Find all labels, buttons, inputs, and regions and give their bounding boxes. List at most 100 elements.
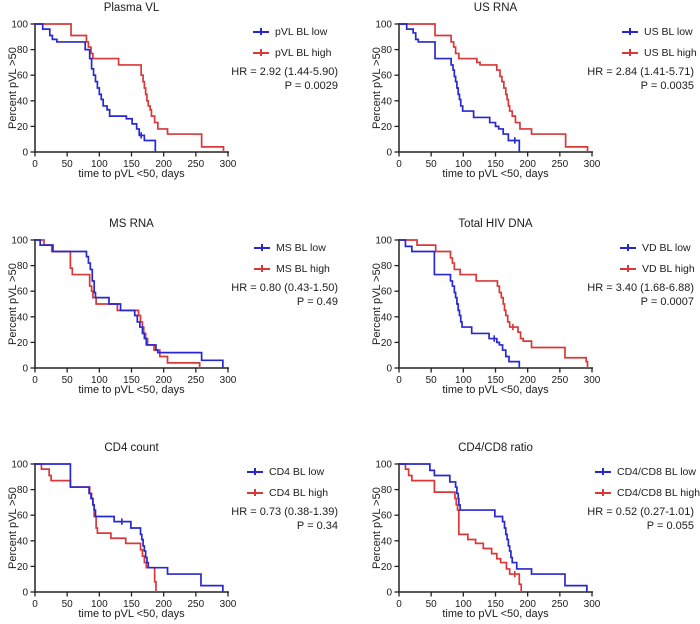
legend-item-low: CD4/CD8 BL low xyxy=(595,461,700,482)
x-tick-label: 0 xyxy=(32,159,38,170)
legend: VD BL low VD BL high xyxy=(620,237,695,279)
y-tick-label: 20 xyxy=(381,562,393,573)
x-tick-label: 50 xyxy=(426,159,438,170)
x-tick-label: 50 xyxy=(426,599,438,610)
y-tick-label: 80 xyxy=(17,261,29,272)
km-curve xyxy=(35,239,224,368)
legend-label: CD4/CD8 BL low xyxy=(617,465,696,478)
legend: MS BL low MS BL high xyxy=(254,237,330,279)
y-tick-label: 100 xyxy=(11,460,28,471)
x-tick-label: 150 xyxy=(487,375,504,386)
x-tick-label: 300 xyxy=(584,159,601,170)
km-curve xyxy=(399,239,589,368)
legend: pVL BL low pVL BL high xyxy=(253,21,331,63)
p-annotation: P = 0.34 xyxy=(296,519,338,532)
y-axis-label: Percent pVL >50 xyxy=(371,47,383,129)
km-curve xyxy=(399,463,588,592)
y-tick-label: 80 xyxy=(17,45,29,56)
hr-annotation: HR = 0.52 (0.27-1.01) xyxy=(587,506,694,518)
km-curve xyxy=(399,23,521,152)
legend-line-marker-icon xyxy=(247,468,263,475)
x-tick-label: 250 xyxy=(187,159,204,170)
x-tick-label: 100 xyxy=(91,375,108,386)
plot-title: CD4/CD8 ratio xyxy=(458,442,533,454)
x-tick-label: 0 xyxy=(396,159,402,170)
y-tick-label: 40 xyxy=(17,96,29,107)
x-tick-label: 300 xyxy=(584,599,601,610)
y-tick-label: 100 xyxy=(375,20,392,31)
stats-annotation: HR = 0.73 (0.38-1.39) P = 0.34 xyxy=(231,506,338,533)
subplot-cd4-cd8-ratio: 0 50 100 150 200 250 300 0 20 40 60 80 100 CD4/CD8 r… xyxy=(350,416,700,624)
y-tick-label: 100 xyxy=(11,20,28,31)
x-axis-label: time to pVL <50, days xyxy=(78,384,185,396)
x-tick-label: 50 xyxy=(62,159,74,170)
hr-annotation: HR = 0.80 (0.43-1.50) xyxy=(231,282,338,294)
x-tick-label: 0 xyxy=(396,375,402,386)
y-tick-label: 0 xyxy=(386,364,392,375)
legend-item-low: VD BL low xyxy=(620,237,695,258)
legend-line-marker-icon xyxy=(254,265,270,272)
x-tick-label: 50 xyxy=(62,599,74,610)
x-axis-label: time to pVL <50, days xyxy=(442,384,549,396)
km-curve xyxy=(399,239,521,368)
legend-line-marker-icon xyxy=(595,468,611,475)
legend-line-marker-icon xyxy=(595,489,611,496)
y-tick-label: 60 xyxy=(381,511,393,522)
x-tick-label: 150 xyxy=(123,375,140,386)
p-annotation: P = 0.0029 xyxy=(284,79,338,92)
x-tick-label: 250 xyxy=(551,375,568,386)
axes xyxy=(398,463,593,593)
legend-line-marker-icon xyxy=(247,489,263,496)
km-curve xyxy=(35,463,224,592)
legend-label: CD4 BL low xyxy=(269,465,325,478)
y-tick-label: 40 xyxy=(17,536,29,547)
legend-line-marker-icon xyxy=(622,49,638,56)
legend-label: MS BL low xyxy=(276,241,326,254)
p-annotation: P = 0.0007 xyxy=(640,295,694,308)
legend-item-low: US BL low xyxy=(622,21,697,42)
x-tick-label: 250 xyxy=(551,599,568,610)
y-axis-label: Percent pVL >50 xyxy=(371,263,383,345)
subplot-ms-rna: 0 50 100 150 200 250 300 0 20 40 60 80 100 MS RNA Pe… xyxy=(0,208,350,416)
x-tick-label: 50 xyxy=(426,375,438,386)
legend: CD4/CD8 BL low CD4/CD8 BL high xyxy=(595,461,700,503)
stats-annotation: HR = 3.40 (1.68-6.88) P = 0.0007 xyxy=(587,282,694,309)
legend-label: VD BL high xyxy=(642,262,695,275)
y-axis-label: Percent pVL >50 xyxy=(7,487,19,569)
y-tick-label: 20 xyxy=(17,338,29,349)
x-axis-label: time to pVL <50, days xyxy=(78,608,185,620)
p-annotation: P = 0.0035 xyxy=(640,79,694,92)
p-annotation: P = 0.49 xyxy=(296,295,338,308)
plot-title: Plasma VL xyxy=(103,2,160,14)
y-tick-label: 0 xyxy=(22,588,28,599)
km-curve xyxy=(35,23,157,152)
x-tick-label: 100 xyxy=(455,599,472,610)
legend-line-marker-icon xyxy=(253,28,269,35)
legend-label: CD4/CD8 BL high xyxy=(617,486,700,499)
y-tick-label: 20 xyxy=(17,562,29,573)
x-tick-label: 300 xyxy=(220,159,237,170)
hr-annotation: HR = 2.92 (1.44-5.90) xyxy=(231,66,338,78)
legend-item-high: MS BL high xyxy=(254,258,330,279)
y-tick-label: 0 xyxy=(386,588,392,599)
hr-annotation: HR = 0.73 (0.38-1.39) xyxy=(231,506,338,518)
x-tick-label: 200 xyxy=(155,159,172,170)
y-axis-label: Percent pVL >50 xyxy=(7,263,19,345)
stats-annotation: HR = 2.92 (1.44-5.90) P = 0.0029 xyxy=(231,66,338,93)
x-axis-label: time to pVL <50, days xyxy=(442,608,549,620)
km-plot-svg: 0 50 100 150 200 250 300 0 20 40 60 80 100 xyxy=(11,236,236,387)
plot-title: US RNA xyxy=(473,2,518,14)
y-tick-label: 100 xyxy=(375,236,392,247)
legend-line-marker-icon xyxy=(253,49,269,56)
subplot-total-hiv-dna: 0 50 100 150 200 250 300 0 20 40 60 80 100 Total HIV… xyxy=(350,208,700,416)
y-tick-label: 20 xyxy=(381,338,393,349)
legend-item-high: CD4/CD8 BL high xyxy=(595,482,700,503)
axes xyxy=(398,239,593,369)
x-tick-label: 100 xyxy=(91,599,108,610)
y-tick-label: 40 xyxy=(381,312,393,323)
legend-line-marker-icon xyxy=(622,28,638,35)
y-tick-label: 40 xyxy=(381,536,393,547)
stats-annotation: HR = 0.80 (0.43-1.50) P = 0.49 xyxy=(231,282,338,309)
km-curve xyxy=(399,463,523,592)
y-tick-label: 80 xyxy=(381,261,393,272)
